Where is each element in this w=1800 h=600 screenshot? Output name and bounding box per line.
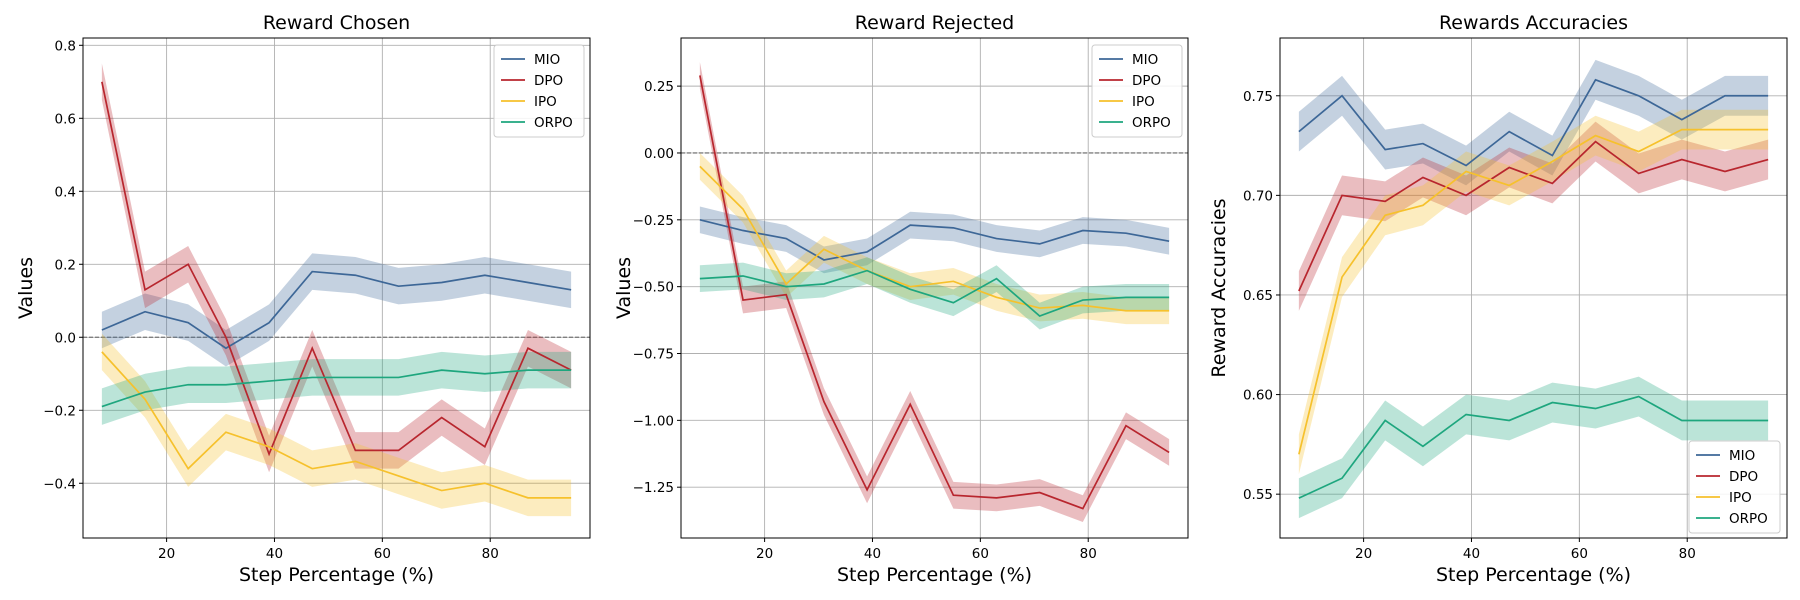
legend-label-ipo: IPO	[1132, 94, 1155, 110]
legend-label-ipo: IPO	[534, 94, 557, 110]
plot-frame	[1279, 37, 1788, 539]
series-line-ipo	[101, 351, 572, 499]
band-ipo	[699, 152, 1170, 325]
band-mio	[1298, 59, 1769, 186]
y-tick-label: −0.75	[633, 347, 674, 363]
legend-label-mio: MIO	[1132, 52, 1158, 68]
legend-label-mio: MIO	[534, 52, 560, 68]
y-tick-label: 0.8	[55, 38, 76, 54]
legend-label-dpo: DPO	[534, 73, 563, 89]
y-axis-label: Values	[15, 257, 37, 319]
chart-title: Reward Rejected	[855, 12, 1014, 34]
chart-panel-1: 20 40 60 80 −0.4 −0.2 0.0 0.2 0.4 0.6 0.8 Reward Ch…	[15, 12, 591, 586]
legend: MIO DPO IPO ORPO	[1091, 44, 1183, 138]
chart-title: Reward Chosen	[263, 12, 410, 34]
x-tick-label: 60	[972, 546, 989, 562]
y-axis-label: Values	[613, 257, 635, 319]
y-tick-label: −0.25	[633, 213, 674, 229]
band-ipo	[101, 333, 572, 517]
legend-label-ipo: IPO	[1729, 490, 1752, 506]
band-dpo	[101, 63, 572, 473]
series-line-dpo	[101, 81, 572, 457]
y-tick-label: 0.0	[55, 330, 76, 346]
chart-title: Rewards Accuracies	[1439, 12, 1628, 34]
y-tick-label: 0.75	[1243, 89, 1273, 105]
legend-label-orpo: ORPO	[534, 115, 573, 131]
y-tick-label: 0.60	[1243, 388, 1273, 404]
legend-label-mio: MIO	[1729, 448, 1755, 464]
series-line-orpo	[101, 369, 572, 408]
legend-box	[1688, 440, 1781, 534]
x-tick-label: 60	[1571, 546, 1588, 562]
series-line-dpo	[699, 75, 1170, 510]
x-tick-label: 80	[1679, 546, 1696, 562]
legend-label-dpo: DPO	[1132, 73, 1161, 89]
x-tick-label: 20	[158, 546, 175, 562]
x-tick-label: 40	[266, 546, 283, 562]
legend-box	[1091, 44, 1183, 138]
band-orpo	[1298, 376, 1769, 519]
plot-frame	[680, 37, 1189, 539]
y-tick-label: −0.4	[43, 476, 76, 492]
legend-label-orpo: ORPO	[1132, 115, 1171, 131]
chart-panel-3: 20 40 60 80 0.55 0.60 0.65 0.70 0.75 Rewards Accu…	[1208, 12, 1788, 586]
legend: MIO DPO IPO ORPO	[493, 44, 585, 138]
x-tick-label: 40	[864, 546, 881, 562]
y-tick-label: −1.25	[633, 480, 674, 496]
y-tick-label: 0.00	[644, 146, 674, 162]
chart-panel-2: 20 40 60 80 −1.25 −1.00 −0.75 −0.50 −0.25 0.00 0.2…	[613, 12, 1189, 586]
series-line-orpo	[699, 269, 1170, 318]
series-line-mio	[699, 218, 1170, 261]
x-axis-label: Step Percentage (%)	[1436, 564, 1631, 586]
y-tick-label: 0.70	[1243, 188, 1273, 204]
y-tick-label: 0.2	[55, 257, 76, 273]
x-tick-label: 20	[1355, 546, 1372, 562]
legend-label-dpo: DPO	[1729, 469, 1758, 485]
series-line-ipo	[699, 165, 1170, 312]
y-tick-label: 0.6	[55, 111, 76, 127]
legend-box	[493, 44, 585, 138]
band-mio	[101, 253, 572, 367]
series-line-mio	[1298, 78, 1769, 167]
legend-label-orpo: ORPO	[1729, 511, 1768, 527]
x-tick-label: 40	[1463, 546, 1480, 562]
x-tick-label: 60	[374, 546, 391, 562]
y-tick-label: −0.50	[633, 280, 674, 296]
x-tick-label: 80	[482, 546, 499, 562]
y-tick-label: 0.65	[1243, 288, 1273, 304]
series-line-ipo	[1298, 128, 1769, 455]
x-tick-label: 80	[1080, 546, 1097, 562]
series-line-orpo	[1298, 395, 1769, 499]
y-tick-label: 0.25	[644, 79, 674, 95]
y-tick-label: −0.2	[43, 403, 76, 419]
y-tick-label: −1.00	[633, 413, 674, 429]
y-tick-label: 0.55	[1243, 487, 1273, 503]
y-axis-label: Reward Accuracies	[1208, 198, 1230, 377]
x-tick-label: 20	[756, 546, 773, 562]
band-orpo	[101, 351, 572, 425]
y-tick-label: 0.4	[55, 184, 76, 200]
legend: MIO DPO IPO ORPO	[1688, 440, 1781, 534]
x-axis-label: Step Percentage (%)	[837, 564, 1032, 586]
x-axis-label: Step Percentage (%)	[239, 564, 434, 586]
series-line-dpo	[1298, 140, 1769, 292]
plot-frame	[82, 37, 591, 539]
series-line-mio	[101, 270, 572, 350]
band-ipo	[1298, 109, 1769, 475]
